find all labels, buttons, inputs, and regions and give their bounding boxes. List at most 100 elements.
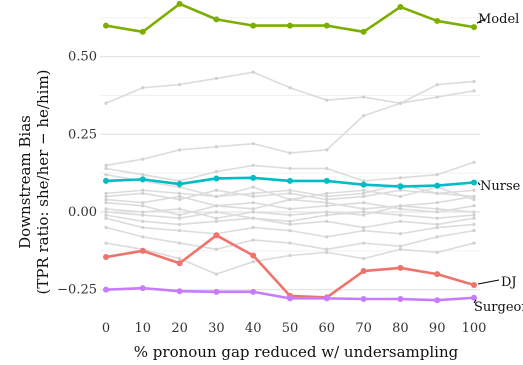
data-point-surgeon [213, 288, 220, 295]
background-point [472, 79, 476, 84]
y-tick-label: 0.25 [68, 127, 97, 142]
background-point [325, 250, 329, 254]
series-label-nurse: Nurse [480, 179, 521, 194]
label-leader-dj [477, 279, 500, 285]
series-label-model: Model [478, 12, 519, 27]
data-point-model [176, 0, 183, 7]
background-point [288, 241, 292, 245]
background-point [435, 225, 439, 230]
background-point [104, 173, 108, 177]
background-point [398, 194, 402, 199]
data-point-nurse [323, 177, 330, 184]
background-point [362, 225, 366, 230]
background-point [325, 204, 329, 208]
background-point [251, 216, 255, 220]
background-point [104, 210, 108, 214]
background-point [398, 101, 402, 105]
background-point [251, 207, 255, 211]
background-point [398, 232, 402, 236]
background-point [288, 229, 292, 233]
background-point [362, 188, 366, 192]
data-point-dj [213, 232, 220, 239]
background-point [472, 222, 476, 227]
data-point-model [139, 28, 146, 35]
background-point [362, 191, 366, 195]
background-point [178, 222, 182, 227]
data-point-dj [360, 268, 367, 275]
background-point [435, 210, 439, 214]
background-point [398, 188, 402, 192]
data-point-nurse [360, 181, 367, 188]
background-point [435, 222, 439, 227]
data-point-nurse [287, 177, 293, 184]
background-point [141, 213, 145, 217]
background-point [141, 204, 145, 208]
label-leader-model [476, 18, 486, 24]
x-tick-label: 50 [282, 321, 299, 336]
y-axis-title-line2: (TPR ratio: she/her − he/him) [34, 69, 52, 294]
data-point-nurse [250, 174, 257, 181]
background-point [178, 207, 182, 211]
background-point [104, 213, 108, 217]
background-point [435, 235, 439, 239]
x-tick-label: 20 [171, 321, 188, 336]
background-point [362, 257, 366, 261]
background-point [141, 86, 145, 90]
data-point-surgeon [434, 297, 441, 304]
x-tick-label: 10 [135, 321, 152, 336]
data-point-nurse [139, 176, 146, 183]
background-point [472, 188, 476, 192]
data-point-dj [250, 252, 257, 259]
background-point [398, 207, 402, 211]
background-point [178, 191, 182, 195]
data-point-surgeon [139, 285, 146, 292]
data-point-model [471, 24, 477, 31]
background-point [325, 98, 329, 102]
background-point [178, 197, 182, 202]
background-point [104, 241, 108, 245]
background-point [214, 272, 218, 276]
background-point [435, 207, 439, 211]
background-point [472, 160, 476, 164]
background-point [472, 213, 476, 217]
background-point [251, 142, 255, 146]
data-point-nurse [176, 181, 183, 188]
background-point [141, 219, 145, 223]
data-point-model [287, 22, 293, 29]
x-tick-label: 60 [319, 321, 336, 336]
background-point [288, 253, 292, 258]
background-point [435, 201, 439, 205]
background-point [325, 219, 329, 223]
background-point [398, 176, 402, 180]
background-point [472, 204, 476, 208]
y-axis-title-line1: Downstream Bias [16, 115, 34, 249]
background-point [104, 201, 108, 205]
background-point [104, 225, 108, 230]
background-point [251, 225, 255, 230]
data-point-surgeon [397, 295, 404, 302]
y-tick-label: −0.25 [57, 283, 97, 298]
background-point [288, 188, 292, 192]
background-point [178, 83, 182, 87]
background-point [178, 241, 182, 245]
background-point [141, 210, 145, 214]
y-tick-label: 0.00 [68, 205, 97, 220]
data-point-model [213, 16, 220, 23]
background-point [472, 197, 476, 202]
background-point [472, 241, 476, 245]
data-point-nurse [213, 175, 220, 182]
background-point [214, 219, 218, 223]
data-point-model [323, 22, 330, 29]
background-point [288, 197, 292, 202]
background-point [251, 194, 255, 199]
background-point [288, 219, 292, 223]
background-point [141, 191, 145, 195]
background-point [362, 229, 366, 233]
background-point [362, 201, 366, 205]
background-point [141, 173, 145, 177]
background-point [251, 70, 255, 74]
data-point-surgeon [323, 295, 330, 302]
background-point [104, 191, 108, 195]
background-point [251, 238, 255, 242]
label-leader-surgeon [473, 299, 477, 304]
